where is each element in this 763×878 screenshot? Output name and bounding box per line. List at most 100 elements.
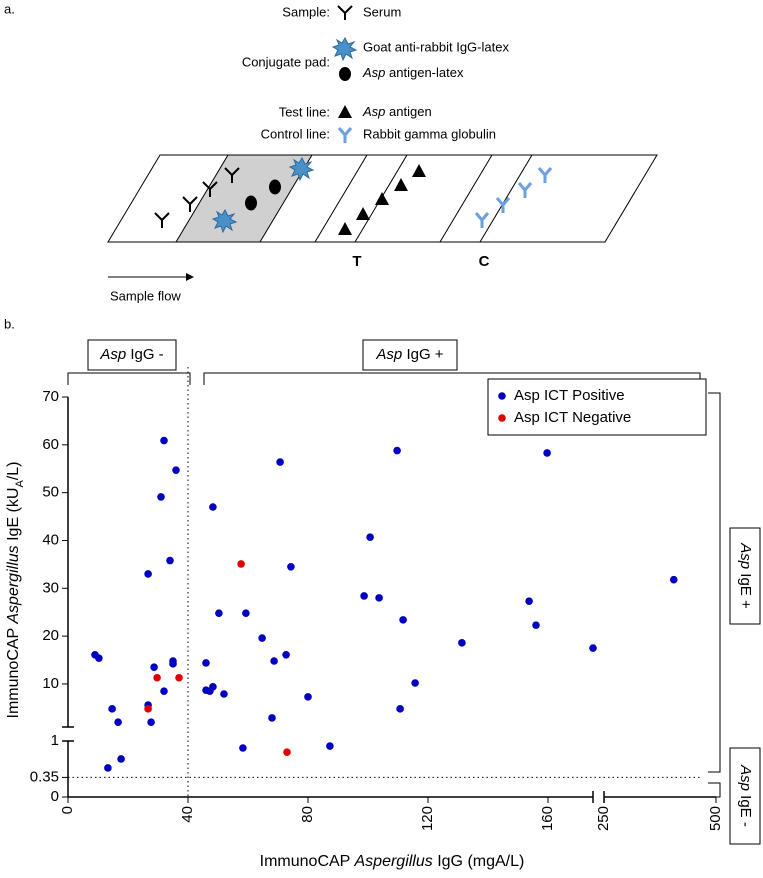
point	[543, 449, 551, 457]
legend-text: Test line:	[279, 104, 330, 119]
point	[258, 634, 266, 642]
point	[396, 705, 404, 713]
italic: Asp	[737, 542, 754, 569]
point	[114, 718, 122, 727]
point	[108, 705, 116, 713]
point	[525, 597, 533, 606]
point	[202, 659, 210, 667]
y-tick-label: 20	[42, 627, 59, 644]
legend-marker	[498, 414, 506, 422]
legend-text: Asp antigen	[362, 104, 432, 119]
point	[589, 644, 597, 652]
x-tick-label: 120	[419, 806, 436, 831]
point	[160, 687, 168, 695]
point	[532, 621, 540, 629]
point	[287, 562, 295, 571]
point	[144, 705, 152, 713]
plot: 0 40 80 120 160 250 500 0 0.35 1 10 20 30 40 50 60 70 Asp…	[30, 367, 724, 831]
x-tick-label: 40	[179, 806, 196, 823]
y-tick-label: 40	[42, 531, 59, 548]
point	[399, 616, 407, 624]
antibody-icon	[337, 127, 353, 143]
point	[175, 673, 183, 682]
y-tick-label: 10	[42, 675, 59, 692]
point	[150, 663, 158, 672]
legend-text: Control line:	[261, 126, 330, 141]
region-box	[87, 339, 177, 371]
italic: Asp	[737, 764, 754, 791]
x-tick-label: 250	[595, 806, 612, 831]
star	[288, 156, 315, 182]
point	[458, 639, 466, 647]
legend-text: Serum	[363, 4, 401, 19]
point	[669, 575, 678, 584]
point	[144, 570, 152, 578]
italic: Asp	[362, 104, 385, 119]
text: IgG (mgA/L)	[433, 853, 525, 870]
text: IgG +	[402, 346, 444, 363]
italic: Aspergillus	[354, 853, 433, 870]
point	[209, 683, 217, 691]
point	[160, 436, 168, 445]
point	[172, 466, 180, 474]
legend-label: Asp ICT Positive	[514, 387, 625, 404]
y-tick-label: 1	[51, 732, 59, 749]
point	[360, 592, 368, 600]
text: IgE (kU	[5, 488, 22, 546]
point	[220, 690, 228, 698]
point	[237, 560, 245, 568]
text: ImmunoCAP	[5, 624, 22, 719]
legend-text: Goat anti-rabbit IgG-latex	[363, 39, 509, 54]
text: antigen	[385, 104, 431, 119]
point	[366, 533, 374, 541]
subscript: A	[14, 480, 26, 488]
brackets	[67, 372, 721, 798]
point	[270, 657, 278, 665]
legend-text: Sample:	[282, 4, 330, 19]
x-tick-label: 500	[707, 806, 724, 831]
star	[211, 208, 238, 234]
point	[117, 755, 125, 763]
y-tick-label: 50	[42, 484, 59, 501]
region-label: Asp IgG +	[375, 346, 443, 363]
point	[104, 764, 112, 772]
point	[242, 609, 250, 617]
italic: Asp	[375, 346, 402, 363]
point	[268, 714, 276, 722]
y-tick-label: 0	[51, 788, 59, 805]
x-axis-label: ImmunoCAP Aspergillus IgG (mgA/L)	[260, 853, 525, 870]
test-antigens	[338, 164, 426, 235]
circle-icon	[339, 67, 351, 81]
panel-label: a.	[4, 1, 15, 16]
region-box	[362, 339, 458, 371]
text: IgG -	[126, 346, 164, 363]
flow-label: Sample flow	[110, 288, 181, 303]
test-label: T	[352, 253, 361, 270]
legend-text: Conjugate pad:	[242, 54, 330, 69]
point	[239, 744, 247, 752]
point	[276, 458, 284, 466]
italic: Asp	[362, 65, 385, 80]
arrow-head	[186, 273, 194, 281]
point	[215, 609, 223, 617]
x-tick-label: 80	[299, 806, 316, 823]
x-tick-label: 160	[539, 806, 556, 831]
point	[375, 594, 383, 602]
point	[153, 673, 161, 682]
point	[209, 503, 217, 511]
text: antigen-latex	[385, 65, 464, 80]
legend-label: Asp ICT Negative	[514, 409, 631, 426]
text: /L)	[5, 462, 22, 481]
y-tick-label: 60	[42, 436, 59, 453]
control-label: C	[479, 253, 490, 270]
legend-text: Asp antigen-latex	[362, 65, 464, 80]
point	[283, 748, 291, 756]
italic: Aspergillus	[5, 545, 22, 624]
text: IgE +	[737, 569, 754, 609]
serum-antibodies	[154, 167, 240, 228]
star-icon	[331, 36, 358, 62]
antigen-latex	[245, 195, 257, 211]
point	[147, 718, 155, 727]
point	[166, 556, 174, 565]
point	[326, 742, 334, 750]
